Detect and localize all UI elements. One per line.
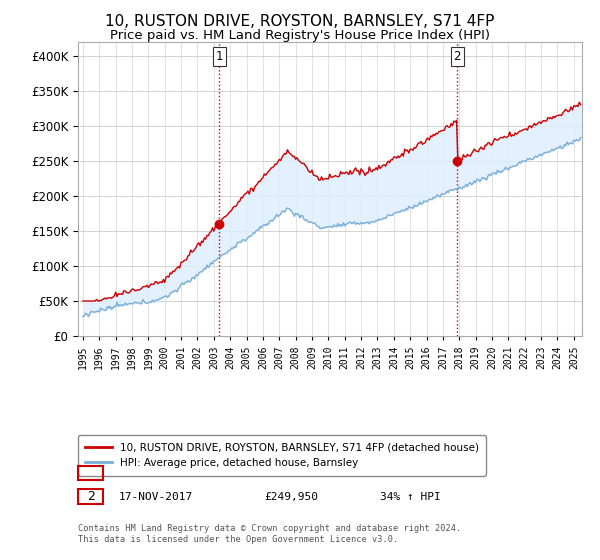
Text: 62% ↑ HPI: 62% ↑ HPI [380,468,441,478]
Text: 2: 2 [86,490,95,503]
Text: 02-MAY-2003: 02-MAY-2003 [118,468,193,478]
Text: Price paid vs. HM Land Registry's House Price Index (HPI): Price paid vs. HM Land Registry's House … [110,29,490,42]
Text: 2: 2 [454,50,461,63]
Legend: 10, RUSTON DRIVE, ROYSTON, BARNSLEY, S71 4FP (detached house), HPI: Average pric: 10, RUSTON DRIVE, ROYSTON, BARNSLEY, S71… [78,435,486,475]
Text: £249,950: £249,950 [265,492,319,502]
Text: Contains HM Land Registry data © Crown copyright and database right 2024.
This d: Contains HM Land Registry data © Crown c… [78,524,461,544]
Text: £159,995: £159,995 [265,468,319,478]
Text: 34% ↑ HPI: 34% ↑ HPI [380,492,441,502]
Text: 1: 1 [215,50,223,63]
Text: 17-NOV-2017: 17-NOV-2017 [118,492,193,502]
Text: 1: 1 [86,466,95,479]
Text: 10, RUSTON DRIVE, ROYSTON, BARNSLEY, S71 4FP: 10, RUSTON DRIVE, ROYSTON, BARNSLEY, S71… [106,14,494,29]
